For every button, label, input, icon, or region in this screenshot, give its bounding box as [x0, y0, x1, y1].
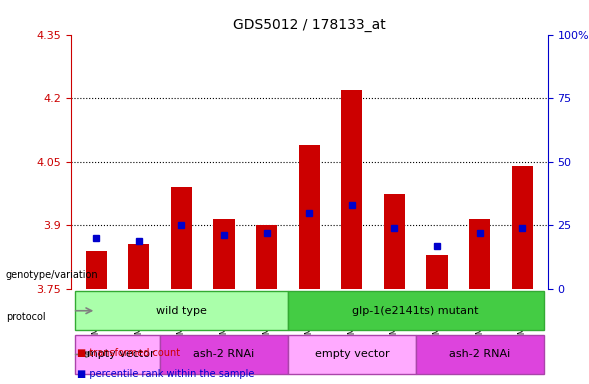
Bar — [384, 194, 405, 289]
Bar — [512, 166, 533, 289]
Text: protocol: protocol — [6, 312, 45, 322]
Title: GDS5012 / 178133_at: GDS5012 / 178133_at — [233, 18, 386, 32]
Bar — [341, 90, 362, 289]
FancyBboxPatch shape — [75, 291, 288, 330]
Text: empty vector: empty vector — [315, 349, 389, 359]
Text: ash-2 RNAi: ash-2 RNAi — [193, 349, 254, 359]
FancyBboxPatch shape — [288, 291, 544, 330]
FancyBboxPatch shape — [288, 335, 416, 374]
Bar — [171, 187, 192, 289]
FancyBboxPatch shape — [75, 335, 160, 374]
Bar — [85, 251, 107, 289]
Bar — [299, 145, 320, 289]
Text: glp-1(e2141ts) mutant: glp-1(e2141ts) mutant — [352, 306, 479, 316]
Bar — [128, 244, 150, 289]
Text: genotype/variation: genotype/variation — [6, 270, 98, 280]
FancyBboxPatch shape — [416, 335, 544, 374]
Bar — [256, 225, 277, 289]
FancyBboxPatch shape — [160, 335, 288, 374]
Text: ■ transformed count: ■ transformed count — [77, 348, 180, 358]
Text: empty vector: empty vector — [80, 349, 155, 359]
Bar — [213, 219, 234, 289]
Bar — [469, 219, 490, 289]
Bar — [426, 255, 448, 289]
Text: ■ percentile rank within the sample: ■ percentile rank within the sample — [77, 369, 254, 379]
Text: wild type: wild type — [156, 306, 207, 316]
Text: ash-2 RNAi: ash-2 RNAi — [449, 349, 510, 359]
